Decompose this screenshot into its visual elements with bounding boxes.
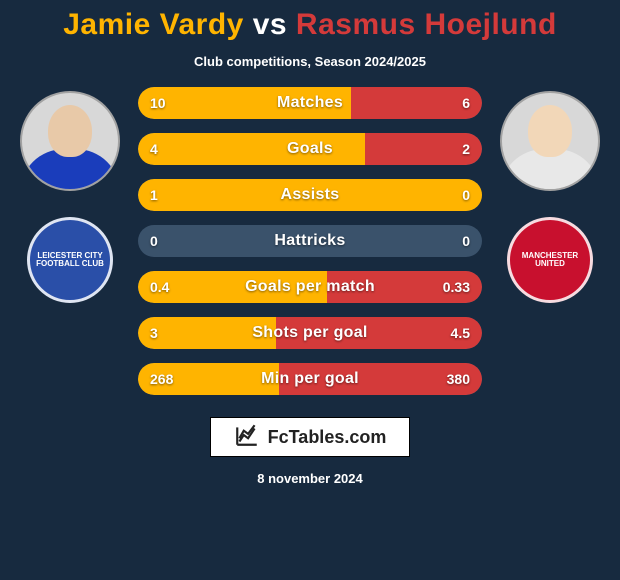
comparison-card: Jamie Vardy vs Rasmus Hoejlund Club comp… [0,0,620,580]
stat-label: Min per goal [261,370,359,388]
stat-label: Assists [280,186,339,204]
body-row: LEICESTER CITY FOOTBALL CLUB 10Matches64… [0,87,620,395]
footer-brand-text: FcTables.com [268,427,387,448]
stat-label: Shots per goal [252,324,367,342]
right-column: MANCHESTER UNITED [500,87,600,303]
stat-value-right: 0.33 [443,279,470,295]
stat-label: Goals [287,140,333,158]
stat-value-left: 0 [150,233,158,249]
stat-label: Hattricks [274,232,345,250]
stat-value-right: 2 [462,141,470,157]
stat-value-left: 0.4 [150,279,169,295]
title-vs: vs [253,8,287,41]
player1-avatar [20,91,120,191]
stat-label: Goals per match [245,278,375,296]
left-column: LEICESTER CITY FOOTBALL CLUB [20,87,120,303]
player1-club-crest: LEICESTER CITY FOOTBALL CLUB [27,217,113,303]
title-player2: Rasmus Hoejlund [296,8,557,41]
stat-bars: 10 Matches 6 4 Goals 2 1 Assists 0 0 Hattricks 0 0.4… [138,87,482,395]
player2-club-crest: MANCHESTER UNITED [507,217,593,303]
stat-value-right: 6 [462,95,470,111]
stat-value-left: 268 [150,371,173,387]
stat-value-left: 10 [150,95,166,111]
stat-value-left: 4 [150,141,158,157]
date: 8 november 2024 [0,471,620,486]
stat-row: 10 Matches 6 [138,87,482,119]
stat-row: 268 Min per goal 380 [138,363,482,395]
title-player1: Jamie Vardy [63,8,244,41]
stat-row: 4 Goals 2 [138,133,482,165]
footer-logo: FcTables.com [210,417,410,457]
player2-avatar [500,91,600,191]
stat-row: 3 Shots per goal 4.5 [138,317,482,349]
stat-value-right: 380 [447,371,470,387]
stat-label: Matches [277,94,343,112]
stat-row: 1 Assists 0 [138,179,482,211]
stat-value-right: 0 [462,233,470,249]
stat-value-right: 0 [462,187,470,203]
page-title: Jamie Vardy vs Rasmus Hoejlund [0,8,620,42]
stat-row: 0 Hattricks 0 [138,225,482,257]
chart-icon [234,422,260,453]
stat-row: 0.4 Goals per match 0.33 [138,271,482,303]
subtitle: Club competitions, Season 2024/2025 [0,54,620,69]
stat-value-right: 4.5 [451,325,470,341]
stat-value-left: 1 [150,187,158,203]
stat-value-left: 3 [150,325,158,341]
